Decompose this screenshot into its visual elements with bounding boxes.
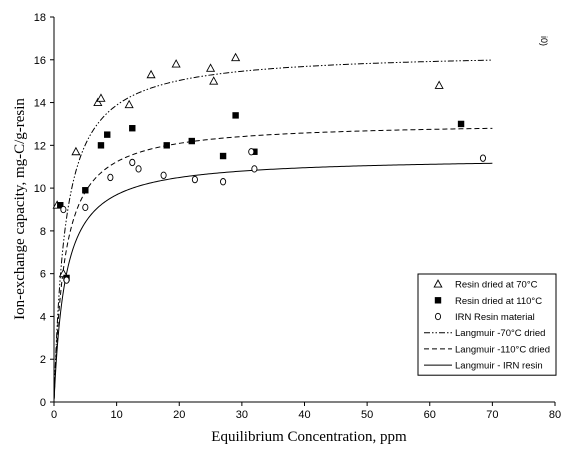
legend-square-swatch xyxy=(434,297,442,304)
x-tick-label: 10 xyxy=(111,409,123,421)
y-tick-label: 16 xyxy=(34,55,46,67)
triangle-data-point xyxy=(171,59,181,68)
circle-data-point xyxy=(191,175,198,184)
circle-data-point xyxy=(248,148,255,156)
triangle-data-point xyxy=(206,63,216,72)
x-tick-label: 80 xyxy=(549,409,561,421)
legend-label: Langmuir - IRN resin xyxy=(455,361,543,372)
triangle-data-point xyxy=(96,93,106,102)
x-tick-label: 20 xyxy=(173,409,185,421)
legend-label: IRN Resin material xyxy=(455,312,535,323)
triangle-data-point xyxy=(209,76,219,85)
y-tick-label: 8 xyxy=(40,226,46,238)
y-tick-label: 4 xyxy=(40,311,46,323)
circle-data-point xyxy=(220,178,227,186)
circle-data-point xyxy=(479,154,487,162)
circle-data-point xyxy=(60,205,67,214)
x-tick-label: 40 xyxy=(298,409,310,421)
square-data-point xyxy=(129,125,136,132)
y-tick-label: 10 xyxy=(34,183,46,195)
square-data-point xyxy=(188,137,195,145)
square-data-point xyxy=(57,202,64,209)
legend-box xyxy=(417,273,557,376)
circle-data-point xyxy=(129,158,136,167)
y-tick-label: 18 xyxy=(34,12,46,24)
triangle-data-point xyxy=(434,80,444,89)
square-data-point xyxy=(104,131,111,138)
legend-circle-swatch xyxy=(434,312,442,321)
square-data-point xyxy=(163,142,170,149)
triangle-data-point xyxy=(71,146,81,156)
square-data-point xyxy=(97,142,105,149)
y-axis-title: Ion-exchange capacity, mg-C/g-resin xyxy=(12,98,28,320)
legend-triangle-swatch xyxy=(433,279,443,288)
triangle-data-point xyxy=(124,99,134,109)
triangle-data-point xyxy=(146,69,156,79)
legend-label: Langmuir -70°C dried xyxy=(455,328,545,339)
x-tick-label: 0 xyxy=(51,409,57,421)
y-tick-label: 0 xyxy=(40,397,46,409)
x-tick-label: 60 xyxy=(424,409,436,421)
langmuir-curve xyxy=(53,59,493,399)
legend-label: Langmuir -110°C dried xyxy=(455,344,550,355)
legend-label: Resin dried at 70°C xyxy=(455,280,538,291)
triangle-data-point xyxy=(93,97,103,107)
square-data-point xyxy=(232,112,239,119)
x-tick-label: 50 xyxy=(361,409,373,421)
y-tick-label: 14 xyxy=(34,98,46,110)
x-axis-title: Equilibrium Concentration, ppm xyxy=(211,429,407,445)
square-data-point xyxy=(82,187,89,194)
data-markers xyxy=(52,52,487,284)
square-data-point xyxy=(219,152,227,160)
legend: Resin dried at 70°C Resin dried at 110°C I… xyxy=(417,273,557,376)
circle-data-point xyxy=(251,165,258,173)
circle-data-point xyxy=(82,203,89,212)
circle-data-point xyxy=(135,165,142,173)
circle-data-point xyxy=(107,173,114,182)
x-tick-label: 30 xyxy=(236,409,248,421)
circle-data-point xyxy=(63,276,70,284)
axes: 0 10 20 30 40 50 60 70 80 0 2 4 6 8 10 12 14 16 18 xyxy=(34,12,561,421)
annotation-label: i0) xyxy=(539,36,549,46)
y-tick-label: 6 xyxy=(40,269,46,281)
y-tick-label: 2 xyxy=(40,354,46,366)
square-data-point xyxy=(251,148,258,155)
circle-data-point xyxy=(160,171,167,179)
x-tick-label: 70 xyxy=(486,409,498,421)
y-tick-label: 12 xyxy=(34,140,46,152)
square-data-point xyxy=(457,120,465,128)
triangle-data-point xyxy=(231,52,241,62)
legend-label: Resin dried at 110°C xyxy=(455,296,542,307)
